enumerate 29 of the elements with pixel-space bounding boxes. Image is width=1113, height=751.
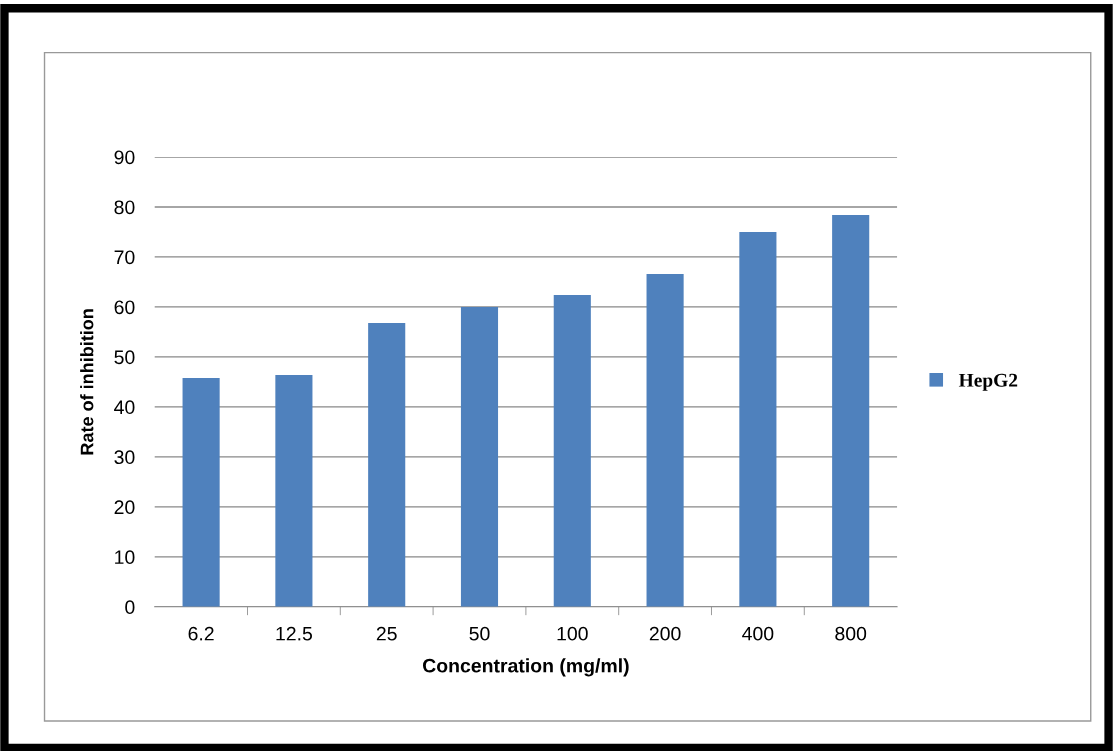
y-tick-label: 0 [125, 600, 135, 615]
y-tick-label: 10 [115, 550, 135, 565]
bar [646, 273, 684, 607]
y-tick-label: 60 [114, 300, 135, 315]
y-tick-label: 70 [114, 250, 135, 265]
x-axis-title: Concentration (mg/ml) [422, 658, 629, 677]
x-tick-label: 50 [469, 626, 490, 641]
x-tick-label: 200 [649, 626, 681, 641]
y-tick-label: 40 [114, 400, 135, 415]
y-tick-label: 30 [114, 450, 135, 465]
bar [460, 306, 499, 607]
bar [368, 322, 406, 607]
legend-label: HepG2 [958, 373, 1018, 391]
y-tick-label: 90 [114, 150, 135, 165]
x-tick-label: 800 [835, 626, 867, 641]
x-tick-label: 6.2 [188, 626, 214, 641]
x-tick-label: 25 [376, 626, 397, 641]
bar [832, 214, 870, 607]
y-tick-label: 50 [114, 350, 135, 365]
y-axis-title: Rate of inhibition [80, 309, 94, 455]
y-tick-label: 80 [114, 200, 135, 215]
bar [182, 377, 220, 607]
bar [553, 294, 591, 607]
x-tick-label: 100 [557, 626, 588, 641]
bar [739, 231, 777, 607]
x-tick-label: 400 [742, 626, 774, 641]
y-tick-label: 20 [114, 500, 135, 515]
bar [275, 374, 313, 607]
x-tick-label: 12.5 [276, 626, 313, 641]
